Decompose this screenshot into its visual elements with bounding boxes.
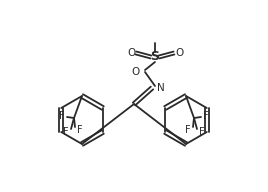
Text: O: O [127, 48, 135, 58]
Text: F: F [203, 111, 209, 121]
Text: F: F [185, 125, 191, 135]
Text: O: O [132, 67, 140, 77]
Text: N: N [157, 83, 165, 93]
Text: F: F [199, 127, 205, 137]
Text: O: O [175, 48, 183, 58]
Text: F: F [77, 125, 83, 135]
Text: S: S [151, 50, 159, 64]
Text: F: F [63, 127, 69, 137]
Text: F: F [59, 111, 65, 121]
